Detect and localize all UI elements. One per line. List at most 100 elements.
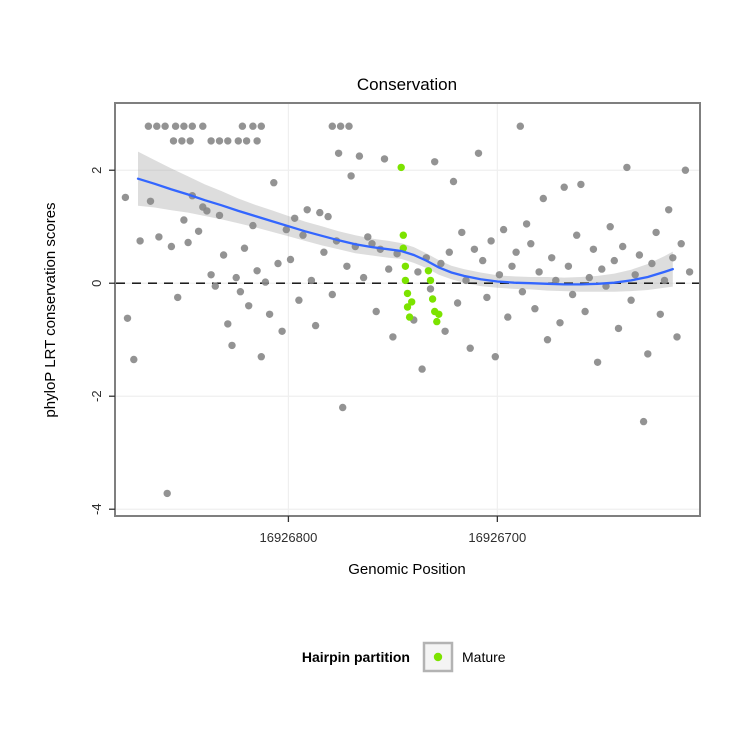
scatter-point (627, 296, 635, 304)
scatter-point (548, 254, 556, 262)
scatter-point (146, 197, 155, 205)
scatter-point (265, 310, 274, 318)
scatter-point (445, 248, 453, 256)
scatter-point (123, 314, 132, 322)
scatter-point (652, 228, 660, 237)
legend: Hairpin partition Mature (302, 641, 506, 673)
scatter-point (577, 180, 585, 189)
scatter-point (194, 227, 203, 235)
scatter-point (236, 288, 245, 296)
scatter-point (171, 122, 180, 130)
scatter-point (355, 152, 364, 160)
scatter-point (240, 244, 249, 252)
scatter-point (585, 273, 593, 282)
scatter-point (364, 233, 372, 241)
scatter-point (458, 228, 466, 237)
scatter-point (581, 307, 589, 316)
scatter-point (389, 333, 397, 341)
scatter-point (380, 155, 389, 163)
scatter-point (249, 221, 257, 230)
mature-point (435, 310, 443, 318)
scatter-point (564, 262, 573, 270)
scatter-point (453, 299, 462, 307)
scatter-point (614, 324, 623, 333)
scatter-point (161, 122, 169, 130)
scatter-point (441, 327, 449, 335)
scatter-point (426, 285, 435, 293)
mature-point (408, 298, 416, 306)
scatter-point (418, 365, 426, 373)
scatter-point (359, 273, 368, 282)
scatter-point (316, 208, 324, 217)
scatter-point (414, 268, 422, 276)
scatter-point (224, 137, 232, 145)
scatter-point (174, 293, 182, 302)
scatter-point (499, 225, 508, 234)
scatter-point (215, 137, 224, 145)
scatter-point (522, 220, 531, 228)
scatter-point (495, 271, 504, 279)
loess-path (136, 177, 674, 286)
scatter-point (320, 248, 328, 256)
axis-tick-labels: 16926800 16926700 -4 -2 0 2 (89, 167, 526, 545)
scatter-point (539, 194, 547, 203)
scatter-point (286, 255, 295, 264)
scatter-point (470, 245, 479, 253)
scatter-point (167, 242, 176, 251)
x-tick-label: 16926700 (468, 530, 526, 545)
scatter-point (299, 231, 307, 239)
mature-point (424, 267, 433, 275)
scatter-point (215, 211, 224, 220)
mature-point (426, 276, 435, 285)
scatter-points-gray (121, 122, 694, 498)
mature-point (403, 289, 412, 298)
scatter-point (345, 122, 353, 130)
scatter-point (207, 137, 215, 145)
mature-point (399, 231, 407, 239)
scatter-point (136, 237, 144, 245)
scatter-point (685, 268, 694, 276)
scatter-point (203, 207, 211, 215)
scatter-point (270, 179, 278, 187)
scatter-point (334, 149, 343, 157)
scatter-point (610, 256, 618, 265)
scatter-point (437, 259, 445, 268)
scatter-point (178, 137, 186, 145)
mature-point (401, 276, 410, 285)
scatter-point (207, 271, 215, 279)
scatter-point (257, 353, 265, 361)
scatter-point (606, 223, 614, 231)
scatter-point (677, 240, 685, 248)
scatter-point (665, 206, 673, 214)
scatter-point (328, 290, 336, 299)
scatter-point (163, 489, 171, 498)
ribbon-polygon (138, 151, 673, 292)
scatter-point (324, 212, 332, 221)
scatter-point (660, 276, 669, 285)
scatter-point (232, 273, 240, 282)
scatter-point (184, 238, 192, 247)
scatter-point (474, 149, 483, 157)
scatter-point (211, 282, 219, 290)
y-axis-label: phyloP LRT conservation scores (42, 202, 59, 417)
scatter-point (619, 242, 627, 251)
y-tick-label: -2 (89, 390, 104, 402)
scatter-point (291, 214, 299, 222)
legend-title: Hairpin partition (302, 649, 410, 665)
scatter-point (253, 267, 261, 275)
scatter-point (155, 233, 163, 241)
scatter-point (673, 333, 681, 341)
scatter-point (385, 265, 393, 273)
legend-key-box (422, 641, 454, 673)
scatter-point (466, 344, 474, 352)
y-tick-label: 0 (89, 280, 104, 287)
scatter-point (483, 293, 491, 302)
scatter-point (681, 166, 690, 174)
scatter-point (573, 231, 581, 239)
scatter-point (343, 262, 351, 270)
scatter-point (516, 122, 524, 130)
confidence-ribbon (138, 151, 673, 292)
scatter-point (656, 310, 664, 318)
